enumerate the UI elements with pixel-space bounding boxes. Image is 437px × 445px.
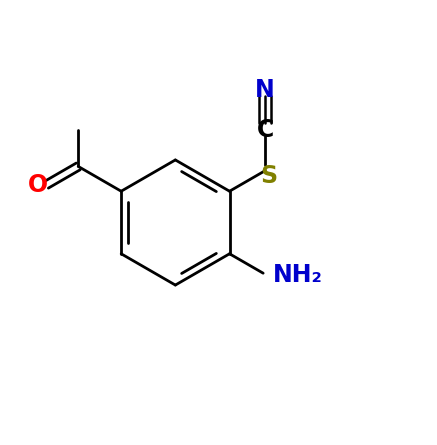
Text: S: S	[260, 164, 277, 188]
Text: NH₂: NH₂	[273, 263, 323, 287]
Text: N: N	[255, 78, 275, 102]
Text: O: O	[28, 173, 48, 197]
Text: C: C	[257, 118, 274, 142]
